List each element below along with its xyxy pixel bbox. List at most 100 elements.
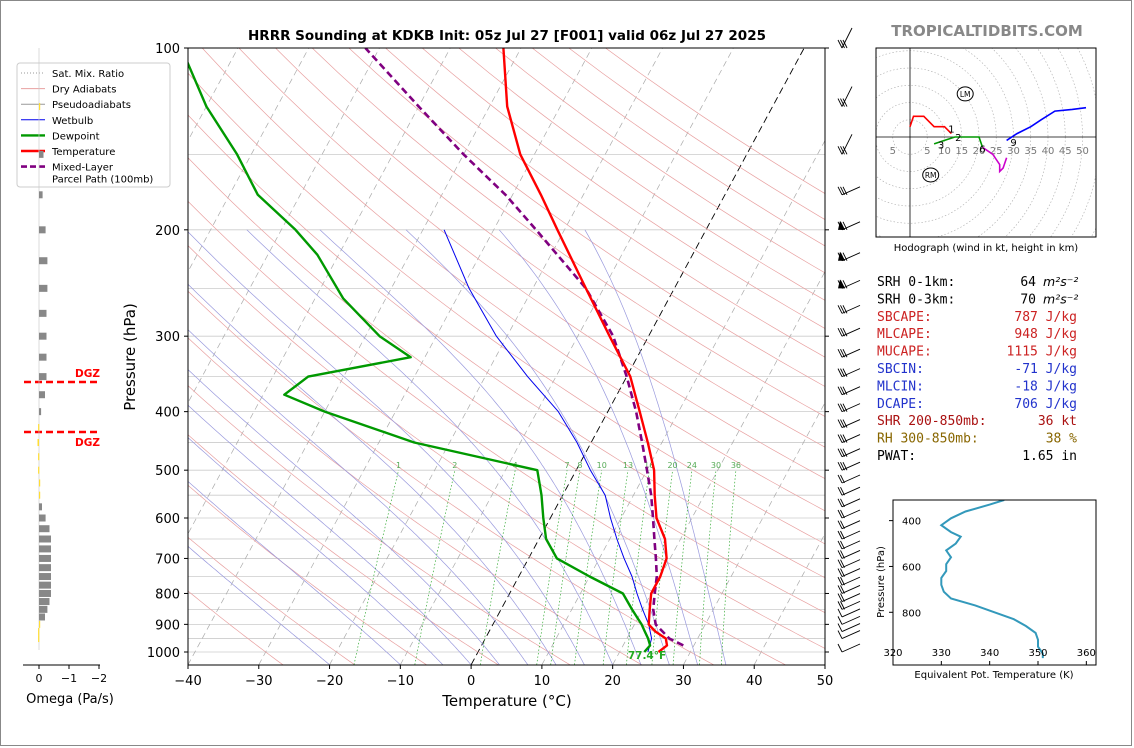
mixing-ratio-line — [536, 470, 568, 665]
wind-barb-flag — [837, 146, 843, 155]
omega-bar — [37, 439, 39, 447]
dry-adiabat — [188, 590, 284, 665]
hodograph-ring-label: 15 — [955, 146, 968, 157]
wind-barb-flag — [842, 348, 848, 358]
pseudoadiabat — [246, 229, 614, 665]
zero-isotherm — [470, 48, 805, 665]
wind-barb-staff — [841, 134, 853, 155]
legend-label: Dry Adiabats — [52, 85, 116, 96]
wind-barb — [837, 251, 861, 262]
wind-barb-staff — [841, 509, 861, 519]
omega-bar — [39, 589, 51, 597]
hodograph-ring-label: 5 — [924, 146, 930, 157]
pseudoadiabat — [188, 404, 472, 665]
wind-barb-flag — [840, 186, 845, 195]
mixing-ratio-line — [414, 470, 456, 665]
legend-label: Pseudoadiabats — [52, 100, 131, 111]
mixing-ratio-line — [672, 470, 693, 665]
theta-e-x-tick-label: 320 — [883, 648, 902, 659]
mixing-ratio-label: 30 — [711, 461, 721, 470]
stat-value: 38 % — [1046, 432, 1077, 447]
wind-barb-flag — [837, 601, 843, 610]
hodograph-height-label: 3 — [938, 141, 944, 152]
wind-barb-staff — [841, 568, 861, 577]
wind-barb — [837, 448, 861, 458]
omega-bar — [39, 525, 50, 533]
pseudoadiabat — [319, 229, 642, 665]
x-tick-label: −40 — [174, 674, 201, 689]
pseudoadiabat — [584, 229, 727, 665]
wind-barb-flag — [840, 498, 845, 508]
wind-barb-pennant — [838, 220, 845, 230]
omega-bar — [39, 514, 46, 522]
wind-barb-flag — [842, 305, 848, 314]
wind-barb-flag — [842, 419, 848, 428]
pseudoadiabat — [498, 229, 698, 665]
wind-barb — [837, 348, 861, 358]
skewt-background-lines: 1 2 4 7 8 10 13 16 20 24 30 36 — [188, 48, 825, 665]
mixing-ratio-line — [602, 470, 629, 665]
wind-barb-staff — [841, 279, 861, 289]
omega-bar — [39, 257, 48, 265]
mixing-ratio-line — [479, 470, 516, 665]
wind-barb-flag — [840, 327, 845, 337]
wind-barb-flag — [840, 585, 845, 594]
dry-adiabat — [201, 48, 825, 512]
legend-label: Dewpoint — [52, 131, 100, 142]
mixing-ratio-label: 10 — [597, 461, 607, 470]
omega-bar — [39, 353, 47, 361]
x-tick-label: 20 — [604, 674, 621, 689]
wind-barb-flag — [840, 486, 845, 496]
mixing-ratio-line — [353, 470, 399, 665]
omega-bar — [39, 613, 45, 621]
hodograph-height-label: 2 — [955, 133, 961, 144]
omega-bar — [39, 573, 51, 581]
wind-barb-flag — [837, 98, 843, 107]
wind-barb-staff — [841, 27, 853, 49]
stat-value: 787 J/kg — [1014, 310, 1077, 325]
stat-value: -71 J/kg — [1014, 362, 1077, 377]
hodograph-segment — [909, 115, 952, 135]
mixing-ratio-line — [721, 470, 737, 665]
wind-barb-staff — [841, 530, 861, 540]
stat-value: 36 kt — [1038, 414, 1077, 429]
omega-bar — [38, 466, 40, 474]
mixing-ratio-label: 8 — [577, 461, 582, 470]
storm-motion-label: RM — [925, 171, 937, 180]
wind-barb-staff — [841, 304, 861, 314]
chart-title: HRRR Sounding at KDKB Init: 05z Jul 27 [… — [248, 28, 766, 44]
wind-barb-staff — [841, 86, 853, 107]
theta-e-axes: 320 330 340 350 360 400 600 800 — [883, 517, 1096, 665]
stat-value: 1115 J/kg — [1007, 345, 1077, 360]
wind-barb — [837, 368, 861, 378]
dry-adiabat — [188, 157, 825, 614]
hodograph-ring-label: 50 — [1076, 146, 1089, 157]
stat-unit: m²s⁻² — [1043, 274, 1078, 289]
dry-adiabat — [311, 48, 825, 417]
mixing-ratio-line — [699, 470, 717, 665]
dgz-label: DGZ — [75, 437, 100, 449]
isotherm — [188, 48, 310, 273]
wind-barb — [837, 386, 861, 396]
wind-barb-flag — [840, 461, 845, 471]
wind-barb-staff — [841, 348, 861, 358]
wind-barb — [837, 608, 861, 618]
wind-barb — [837, 403, 861, 413]
wind-barb-flag — [837, 559, 843, 568]
y-tick-label: 500 — [155, 464, 180, 479]
wind-barb-staff — [841, 608, 861, 618]
wind-barb-flag — [840, 576, 845, 586]
wind-barb — [837, 327, 861, 337]
omega-bar — [39, 491, 41, 499]
mixing-ratio-label: 13 — [623, 461, 633, 470]
wind-barb-staff — [841, 559, 861, 569]
omega-bar — [39, 391, 45, 399]
wind-barb-staff — [841, 419, 861, 428]
dry-adiabat — [188, 114, 825, 579]
wind-barb — [837, 486, 861, 496]
dry-adiabat — [238, 48, 825, 480]
theta-e-y-tick-label: 400 — [902, 517, 921, 528]
wind-barb-flag — [837, 461, 843, 471]
wind-barb-flag — [837, 608, 843, 618]
omega-tick-label: −1 — [61, 672, 77, 685]
